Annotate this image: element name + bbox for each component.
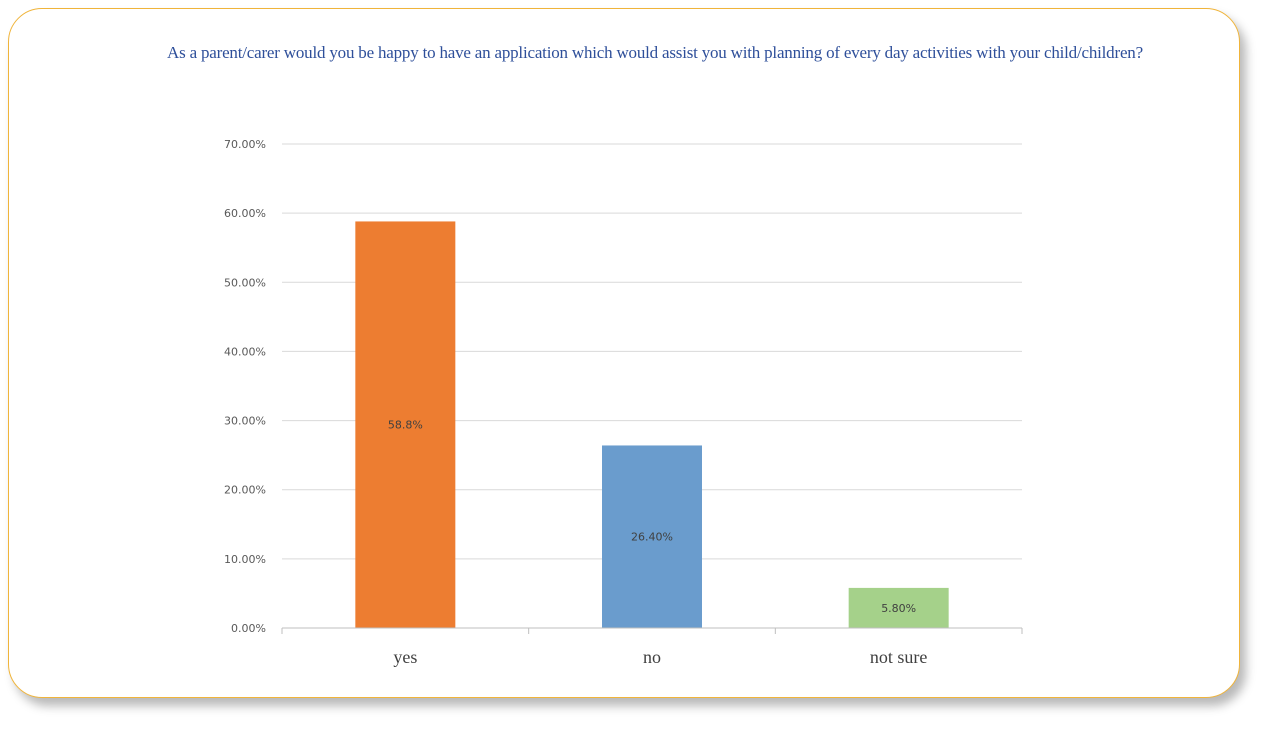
y-tick-label: 60.00%	[224, 207, 266, 220]
x-category-label: not sure	[870, 647, 928, 667]
bar-yes	[355, 221, 456, 628]
y-tick-label: 40.00%	[224, 345, 266, 358]
y-tick-label: 30.00%	[224, 415, 266, 428]
bars	[355, 221, 949, 628]
chart-title: As a parent/carer would you be happy to …	[167, 43, 1143, 62]
x-axis	[281, 627, 1023, 634]
bar-not-sure	[848, 587, 949, 628]
x-axis-category-labels: yes no not sure	[393, 647, 927, 667]
bar-data-label: 58.8%	[388, 419, 423, 432]
x-category-label: yes	[393, 647, 417, 667]
y-tick-label: 50.00%	[224, 276, 266, 289]
bar-data-labels: 58.8% 26.40% 5.80%	[388, 419, 916, 615]
x-category-label: no	[643, 647, 661, 667]
bar-data-label: 26.40%	[631, 531, 673, 544]
bar-no	[602, 445, 702, 628]
bar-data-label: 5.80%	[881, 602, 916, 615]
y-axis-tick-labels: 0.00% 10.00% 20.00% 30.00% 40.00% 50.00% 60.00…	[224, 138, 266, 635]
y-tick-label: 20.00%	[224, 484, 266, 497]
y-tick-label: 0.00%	[231, 622, 266, 635]
y-tick-label: 10.00%	[224, 553, 266, 566]
y-tick-label: 70.00%	[224, 138, 266, 151]
